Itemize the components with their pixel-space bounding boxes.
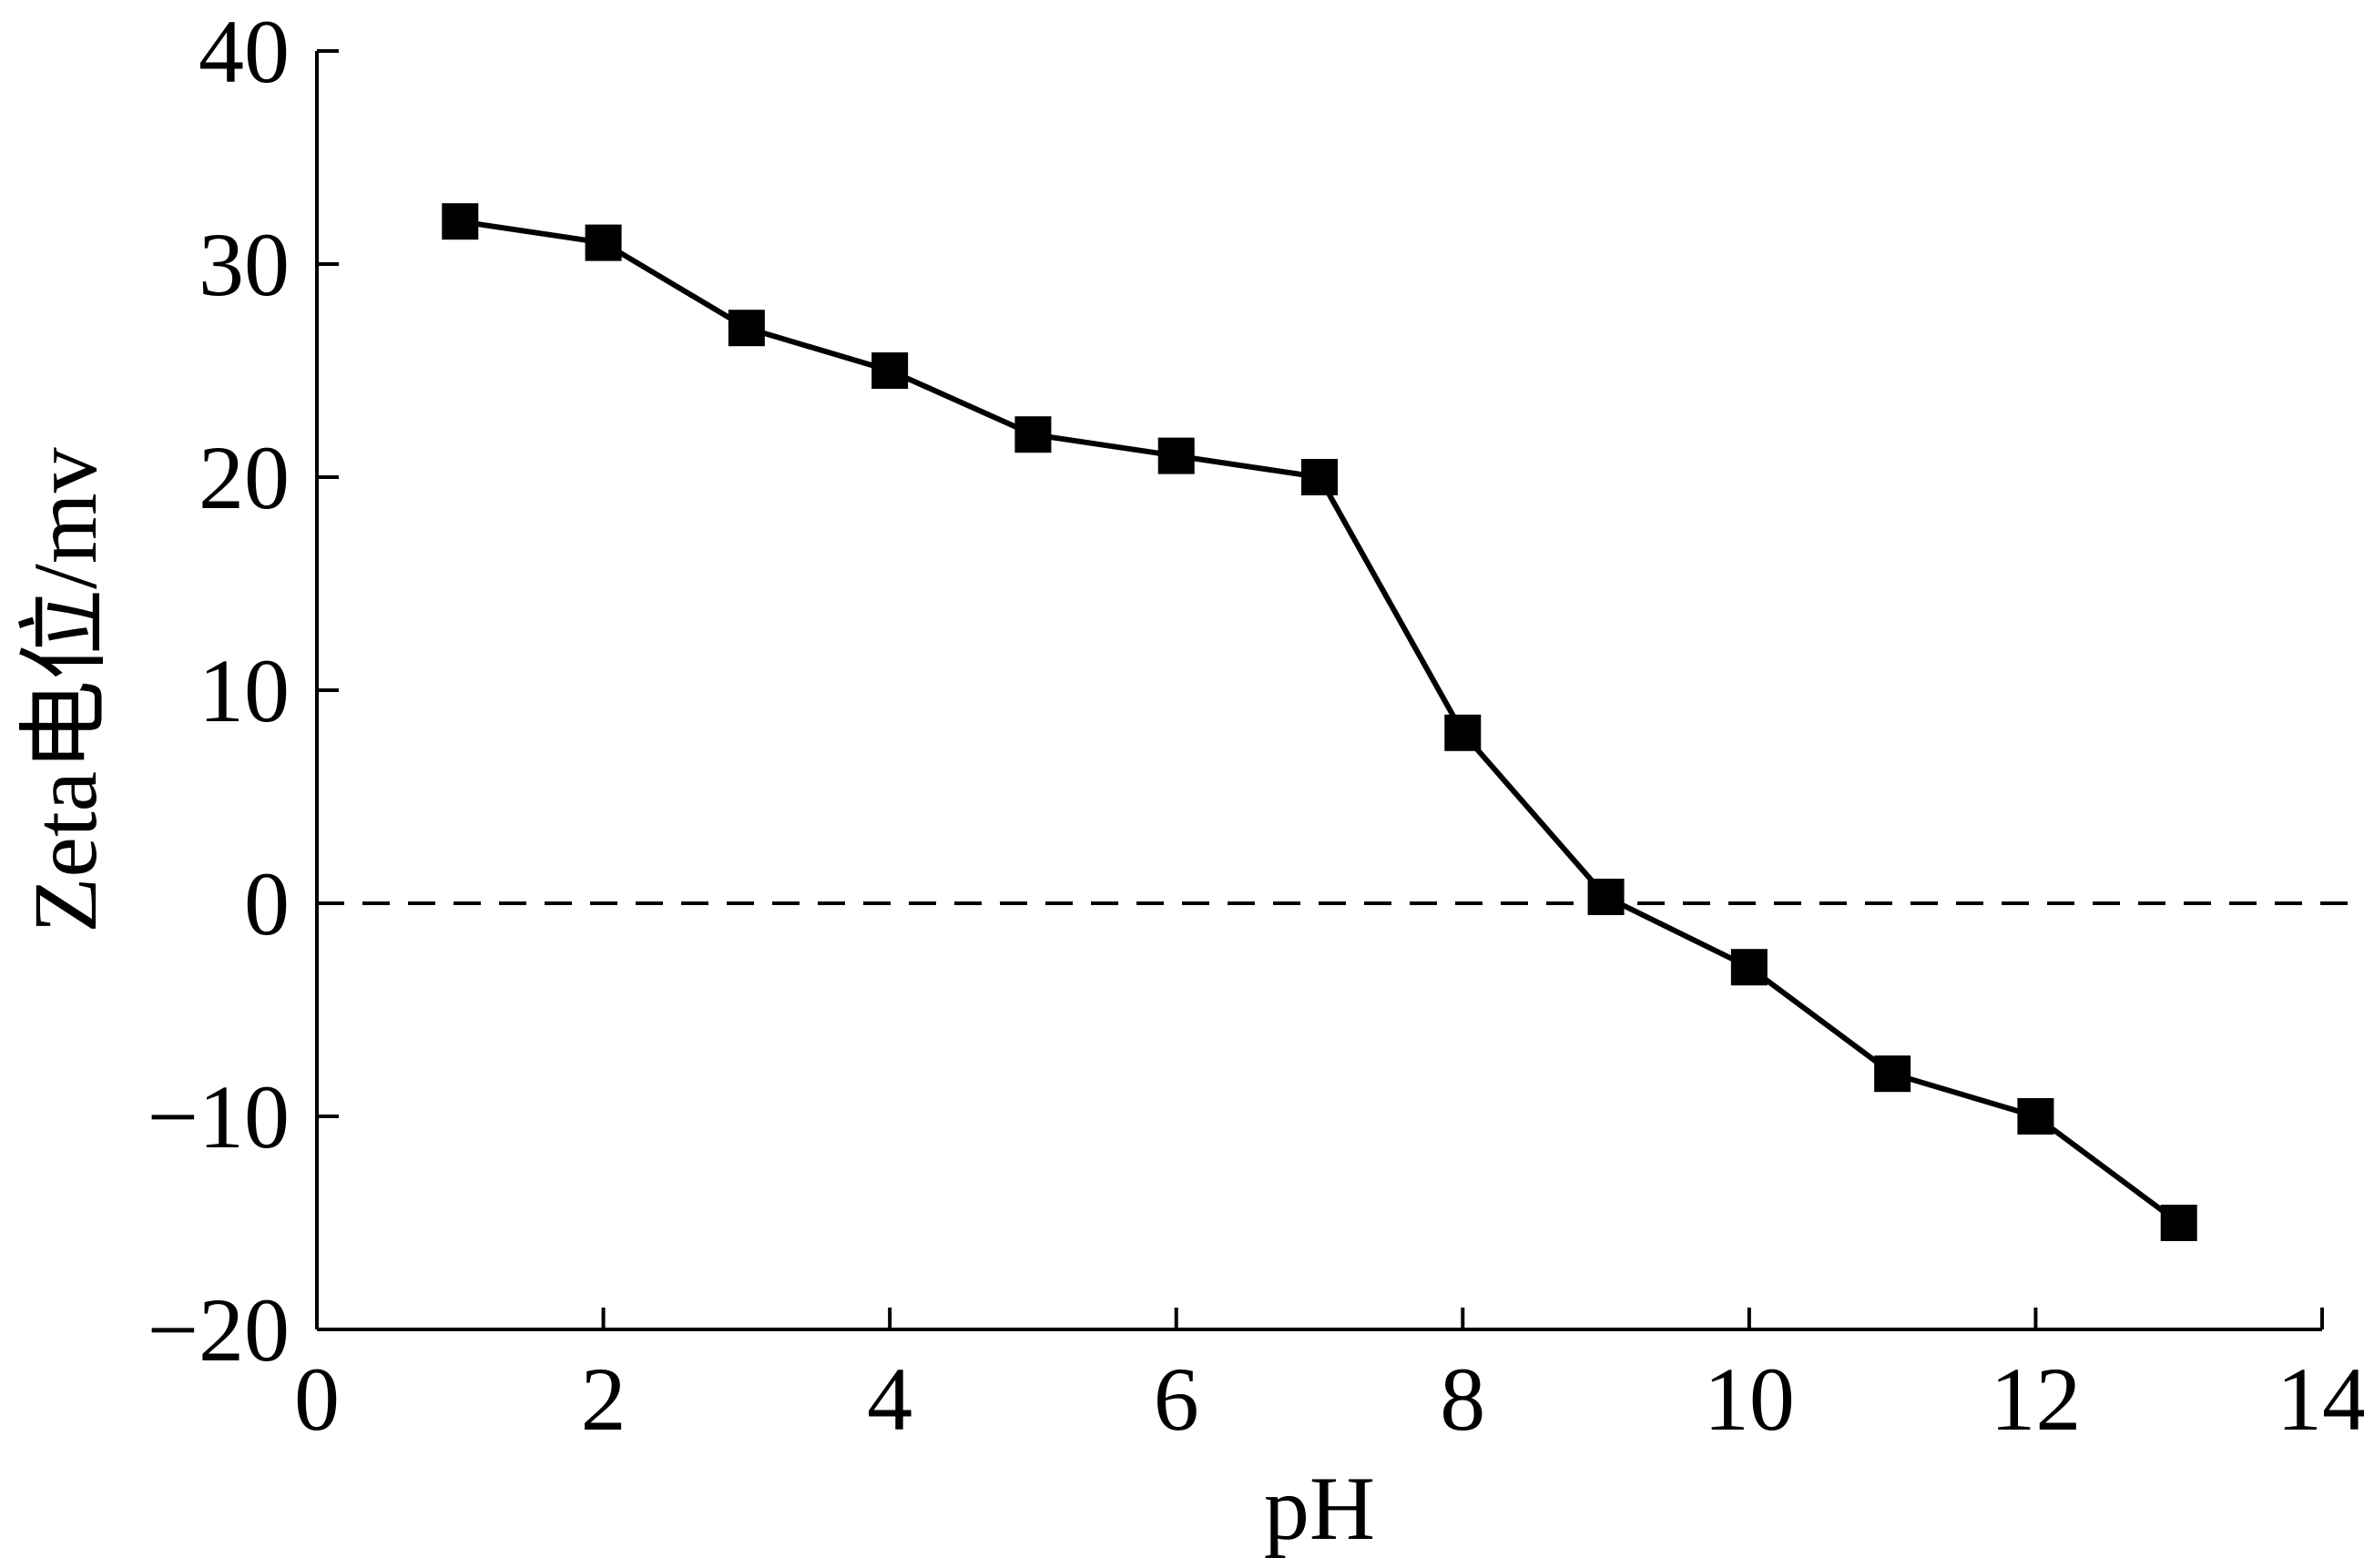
y-axis-label: Zeta电位/mv — [15, 447, 116, 932]
y-tick-label: 40 — [199, 1, 290, 102]
y-tick-label: 10 — [199, 640, 290, 741]
data-point — [1874, 1055, 1911, 1093]
data-point — [1301, 459, 1338, 495]
data-point — [2017, 1098, 2054, 1135]
x-tick-label: 14 — [2277, 1349, 2364, 1450]
y-tick-label: 0 — [244, 853, 290, 954]
data-point — [1157, 437, 1195, 474]
data-point — [1730, 949, 1768, 986]
data-point — [1587, 878, 1625, 915]
data-point — [1444, 714, 1482, 751]
series-line — [459, 219, 2181, 1226]
x-tick-label: 4 — [867, 1349, 912, 1450]
x-axis-label: pH — [1264, 1458, 1375, 1559]
data-point — [728, 310, 765, 347]
series — [442, 203, 2197, 1241]
x-tick-label: 10 — [1704, 1349, 1795, 1450]
x-tick-label: 2 — [581, 1349, 627, 1450]
x-tick-label: 8 — [1440, 1349, 1485, 1450]
y-tick-label: 20 — [199, 427, 290, 528]
data-point — [2160, 1205, 2197, 1241]
y-tick-label: −20 — [148, 1279, 290, 1380]
y-tick-label: −10 — [148, 1066, 290, 1167]
data-point — [871, 352, 909, 389]
data-point — [585, 224, 622, 261]
x-tick-label: 12 — [1990, 1349, 2081, 1450]
y-tick-label: 30 — [199, 214, 290, 315]
axes: 0 2 4 6 8 10 12 14 −20 −10 0 10 20 30 40 — [148, 1, 2364, 1450]
data-point — [442, 203, 479, 240]
x-tick-label: 0 — [294, 1349, 340, 1450]
data-point — [1014, 416, 1052, 453]
x-tick-label: 6 — [1154, 1349, 1199, 1450]
